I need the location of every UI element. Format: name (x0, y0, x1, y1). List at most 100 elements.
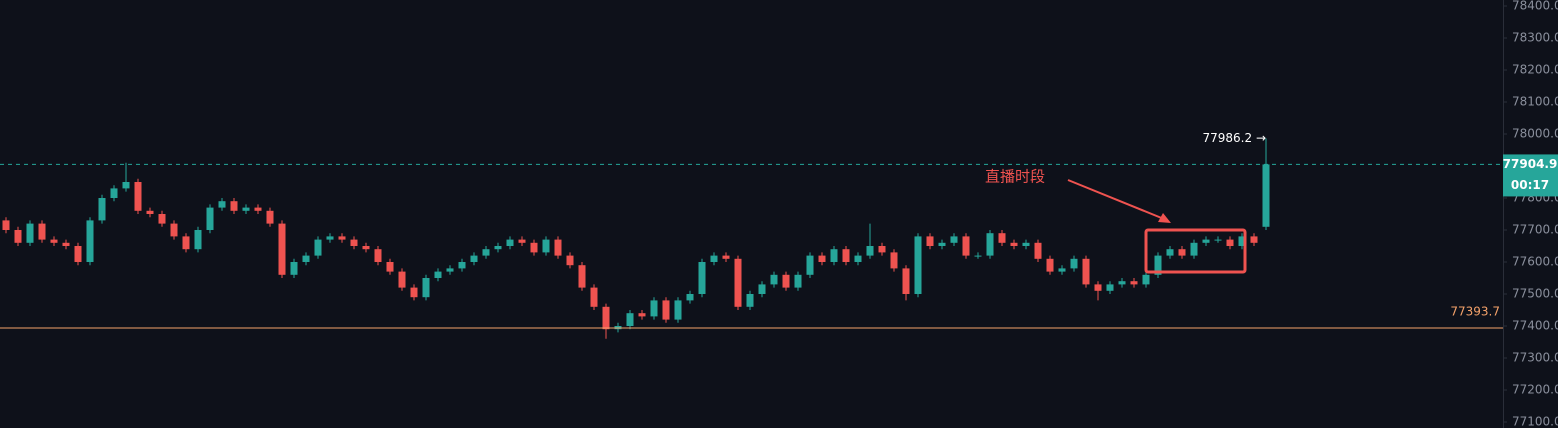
candle-body (1118, 281, 1126, 285)
candle-body (650, 300, 658, 317)
arrow-head (1158, 213, 1171, 223)
y-tick-label: 77700.0 (1512, 223, 1558, 237)
candle-body (578, 265, 586, 288)
candle-body (398, 271, 406, 288)
candle-body (1022, 242, 1030, 246)
candle-body (1154, 255, 1162, 275)
candle-body (1166, 249, 1174, 256)
candle-body (506, 239, 514, 246)
candle-body (770, 274, 778, 285)
candle-body (542, 239, 550, 253)
candle-body (926, 236, 934, 246)
candle-body (554, 239, 562, 256)
candle-body (230, 201, 238, 211)
candle-body (1070, 258, 1078, 269)
candle-body (746, 294, 754, 307)
candle-body (350, 239, 358, 246)
candle-body (110, 188, 118, 198)
candle-body (182, 236, 190, 250)
candle-body (950, 236, 958, 243)
candle-body (14, 230, 22, 243)
candle-body (842, 249, 850, 262)
candle-body (1010, 242, 1018, 246)
candle-body (374, 249, 382, 262)
candle-body (446, 268, 454, 272)
candle-body (794, 274, 802, 288)
candle-body (62, 242, 70, 246)
y-tick-label: 77600.0 (1512, 255, 1558, 269)
current-price-label: 77904.9 (1503, 157, 1558, 171)
candle-body (602, 306, 610, 330)
candle-body (1142, 274, 1150, 285)
candle-body (914, 236, 922, 294)
y-tick-label: 78000.0 (1512, 127, 1558, 141)
candle-body (86, 220, 94, 262)
candle-body (710, 255, 718, 262)
candle-body (1094, 284, 1102, 291)
candle-body (854, 255, 862, 262)
y-tick-label: 77200.0 (1512, 383, 1558, 397)
candle-body (38, 223, 46, 240)
candle-body (266, 210, 274, 224)
candle-body (98, 198, 106, 221)
highlight-box (1144, 228, 1247, 274)
candle-body (386, 262, 394, 272)
y-tick-label: 77400.0 (1512, 319, 1558, 333)
candle-body (254, 207, 262, 211)
candle-body (806, 255, 814, 275)
candle-body (494, 246, 502, 250)
y-tick-label: 78200.0 (1512, 63, 1558, 77)
candle-body (482, 249, 490, 256)
candle-body (302, 255, 310, 262)
candle-body (518, 239, 526, 243)
countdown: 00:17 (1511, 178, 1549, 192)
candle-body (1262, 164, 1270, 227)
candle-body (1226, 239, 1234, 246)
candle-body (206, 207, 214, 230)
candle-body (974, 255, 982, 257)
candle-body (50, 239, 58, 243)
candle-body (698, 262, 706, 294)
candle-body (1202, 239, 1210, 243)
candle-body (1130, 281, 1138, 285)
y-tick-label: 77300.0 (1512, 351, 1558, 365)
candle-body (2, 220, 10, 230)
current-price-box (1503, 154, 1558, 197)
candle-body (134, 182, 142, 211)
candle-body (662, 300, 670, 320)
level-label: 77393.7 (1450, 305, 1500, 319)
candle-body (194, 230, 202, 250)
candle-body (314, 239, 322, 256)
y-tick-label: 78400.0 (1512, 0, 1558, 13)
candle-body (242, 207, 250, 211)
candle-body (626, 313, 634, 326)
high-marker: 77986.2 → (1203, 131, 1267, 145)
candle-body (530, 242, 538, 253)
candle-body (158, 214, 166, 224)
candle-body (938, 242, 946, 246)
y-tick-label: 77500.0 (1512, 287, 1558, 301)
candle-body (890, 252, 898, 269)
plot (2, 138, 1270, 339)
candle-body (74, 246, 82, 262)
candle-body (362, 246, 370, 250)
candle-body (1238, 236, 1246, 246)
candle-body (638, 313, 646, 317)
candle-body (338, 236, 346, 240)
candle-body (902, 268, 910, 294)
candle-body (1250, 236, 1258, 243)
candle-body (566, 255, 574, 266)
annotation-arrow (1067, 179, 1165, 220)
candle-body (1106, 284, 1114, 291)
candle-body (866, 246, 874, 256)
candle-body (1046, 258, 1054, 272)
candle-body (986, 233, 994, 256)
candle-body (422, 278, 430, 298)
candle-body (470, 255, 478, 262)
candle-body (122, 182, 130, 189)
candle-body (998, 233, 1006, 243)
candle-body (218, 201, 226, 208)
candle-body (758, 284, 766, 294)
